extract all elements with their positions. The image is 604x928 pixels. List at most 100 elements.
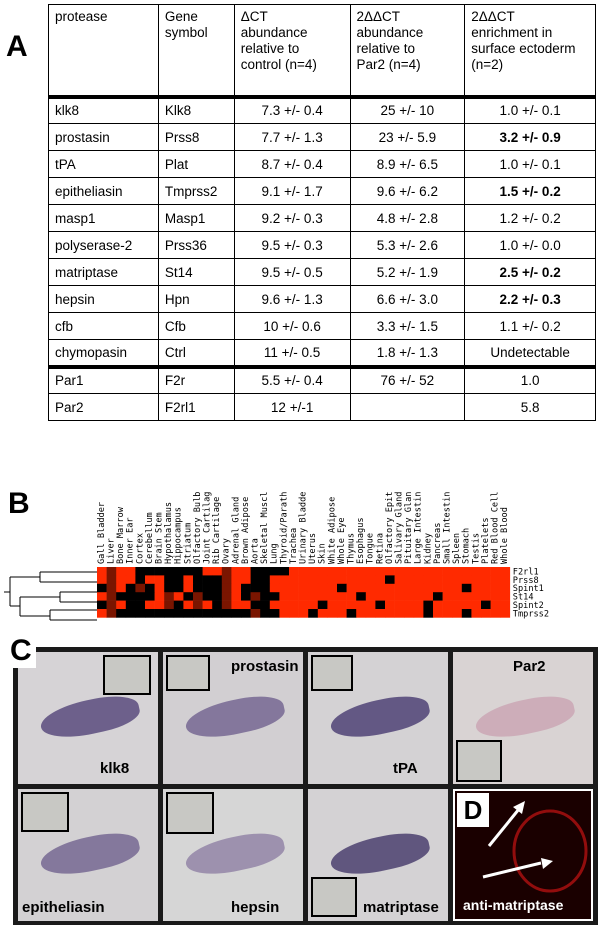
heatmap-cell	[433, 592, 443, 601]
heatmap-cell	[317, 592, 328, 601]
heatmap-gene-label: Prss8	[513, 576, 539, 586]
table-cell: 9.1 +/- 1.7	[233, 177, 351, 205]
header-line: enrichment in	[471, 25, 553, 40]
table-cell: 3.2 +/- 0.9	[464, 123, 596, 151]
table-cell: Klk8	[157, 94, 235, 124]
table-cell: Hpn	[157, 285, 235, 313]
heatmap-cell	[279, 575, 290, 585]
heatmap-cell	[356, 567, 367, 576]
heatmap-cell	[423, 583, 434, 593]
heatmap-cell	[241, 600, 251, 610]
heatmap-tissue-label: Spleen	[452, 533, 462, 564]
heatmap-cell	[173, 575, 184, 585]
inset-image	[166, 655, 210, 691]
table-cell: 1.8 +/- 1.3	[349, 339, 466, 367]
heatmap-cell	[442, 592, 453, 601]
heatmap-cell	[500, 583, 511, 593]
heatmap-tissue-label: Platelets	[481, 517, 491, 564]
heatmap-cell	[481, 600, 491, 610]
heatmap-cell	[471, 575, 482, 585]
table-cell: 9.2 +/- 0.3	[233, 204, 351, 232]
heatmap-gene-label: St14	[513, 593, 534, 603]
heatmap-tissue-label: Inner Ear	[126, 517, 136, 564]
table-cell: 5.5 +/- 0.4	[233, 364, 351, 394]
table-cell: hepsin	[48, 285, 159, 313]
table-cell: 1.0	[464, 364, 596, 394]
table-row: chymopasin Ctrl 11 +/- 0.5 1.8 +/- 1.3 Undet…	[48, 339, 596, 367]
inset-image	[103, 655, 151, 695]
inset-image	[456, 740, 502, 782]
table-cell: St14	[157, 258, 235, 286]
table-cell: 1.0 +/- 0.0	[464, 231, 596, 259]
heatmap-cell	[164, 592, 175, 601]
heatmap-cell	[289, 592, 299, 601]
panel-label-d: D	[457, 793, 489, 827]
table-cell: 9.6 +/- 1.3	[233, 285, 351, 313]
heatmap-cell	[461, 583, 472, 593]
heatmap-cell	[221, 583, 232, 593]
heatmap-cell	[202, 600, 213, 610]
heatmap-cell	[337, 592, 347, 601]
inset-image	[311, 655, 353, 691]
heatmap-cell	[250, 592, 261, 601]
heatmap-tissue-label: Brain Stem	[155, 512, 165, 564]
in-situ-image: prostasin	[163, 652, 303, 784]
heatmap-tissue-label: Red Blood Cells	[491, 492, 501, 564]
heatmap-tissue-label: Salivary Gland	[395, 492, 405, 564]
heatmap-cell	[260, 592, 271, 601]
heatmap-cell	[260, 575, 271, 585]
heatmap-cell	[221, 600, 232, 610]
table-row: Par2 F2rl1 12 +/-1 5.8	[48, 393, 596, 421]
heatmap-cell	[394, 592, 405, 601]
header-line: ΔCT	[240, 9, 268, 24]
heatmap-cell	[202, 567, 213, 576]
table-cell: 12 +/-1	[233, 393, 351, 421]
heatmap-tissue-label: Thyroid/Parathyroid	[279, 492, 289, 564]
heatmap-cell	[404, 609, 415, 618]
table-cell: 3.3 +/- 1.5	[349, 312, 466, 340]
heatmap-cell	[154, 583, 165, 593]
heatmap-cell	[221, 575, 232, 585]
heatmap-cell	[471, 567, 482, 576]
heatmap-cell	[346, 600, 357, 610]
heatmap-cell	[365, 609, 376, 618]
table-cell: 7.3 +/- 0.4	[233, 94, 351, 124]
image-label: Par2	[513, 658, 546, 675]
table-cell: 76 +/- 52	[349, 364, 466, 394]
heatmap-cell	[164, 567, 175, 576]
heatmap-cell	[500, 600, 511, 610]
heatmap-tissue-label: Whole Eye	[337, 517, 347, 564]
heatmap-cell	[241, 567, 251, 576]
header-line: 2ΔΔCT	[471, 9, 515, 24]
heatmap-cell	[413, 575, 424, 585]
header-line: symbol	[164, 25, 208, 40]
table-cell: cfb	[48, 312, 159, 340]
heatmap-cell	[135, 567, 146, 576]
heatmap-cell	[490, 600, 501, 610]
heatmap-cell	[231, 583, 242, 593]
in-situ-image: tPA	[308, 652, 448, 784]
heatmap-cell	[385, 583, 395, 593]
heatmap-cell	[490, 567, 501, 576]
heatmap-cell	[433, 567, 443, 576]
heatmap-cell	[394, 600, 405, 610]
table-cell: 5.3 +/- 2.6	[349, 231, 466, 259]
heatmap-cell	[481, 609, 491, 618]
heatmap-tissue-label: Striatum	[183, 523, 193, 564]
heatmap-gene-label: Tmprss2	[513, 609, 549, 619]
heatmap-cell	[375, 609, 386, 618]
in-situ-image: matriptase	[308, 789, 448, 921]
embryo-stain	[37, 689, 143, 745]
table-cell: 7.7 +/- 1.3	[233, 123, 351, 151]
table-cell: tPA	[48, 150, 159, 178]
table-cell: Par2	[48, 393, 159, 421]
heatmap-cell	[375, 600, 386, 610]
heatmap-cell	[346, 567, 357, 576]
heatmap-tissue-label: Stomach	[462, 528, 472, 564]
header-line: Par2 (n=4)	[356, 57, 421, 72]
heatmap-cell	[385, 592, 395, 601]
table-cell: 11 +/- 0.5	[233, 339, 351, 367]
heatmap-cell	[241, 592, 251, 601]
heatmap-cell	[116, 609, 127, 618]
heatmap-cell	[241, 609, 251, 618]
